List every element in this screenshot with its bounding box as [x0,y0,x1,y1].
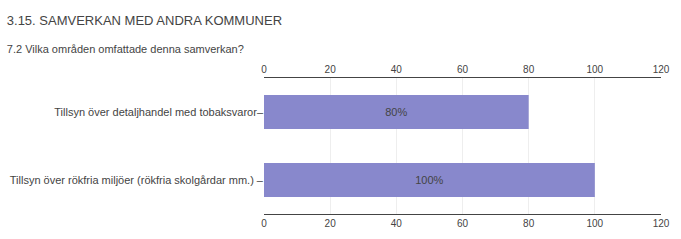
svg-text:40: 40 [391,218,403,229]
svg-text:80%: 80% [385,106,407,118]
svg-text:3.15. SAMVERKAN MED ANDRA KOMM: 3.15. SAMVERKAN MED ANDRA KOMMUNER [7,13,282,28]
svg-text:120: 120 [653,218,670,229]
svg-text:100: 100 [586,64,603,75]
svg-text:0: 0 [261,218,267,229]
svg-text:40: 40 [391,64,403,75]
svg-text:20: 20 [325,218,337,229]
svg-text:80: 80 [523,218,535,229]
svg-text:80: 80 [523,64,535,75]
svg-text:60: 60 [457,218,469,229]
svg-text:Tillsyn över detaljhandel med: Tillsyn över detaljhandel med tobaksvaro… [54,106,264,118]
svg-text:100%: 100% [415,174,443,186]
svg-text:120: 120 [653,64,670,75]
svg-text:20: 20 [325,64,337,75]
svg-text:0: 0 [261,64,267,75]
svg-text:100: 100 [586,218,603,229]
svg-text:60: 60 [457,64,469,75]
svg-text:Tillsyn över rökfria miljöer (: Tillsyn över rökfria miljöer (rökfria sk… [10,174,264,186]
svg-text:7.2 Vilka områden omfattade de: 7.2 Vilka områden omfattade denna samver… [7,43,244,55]
